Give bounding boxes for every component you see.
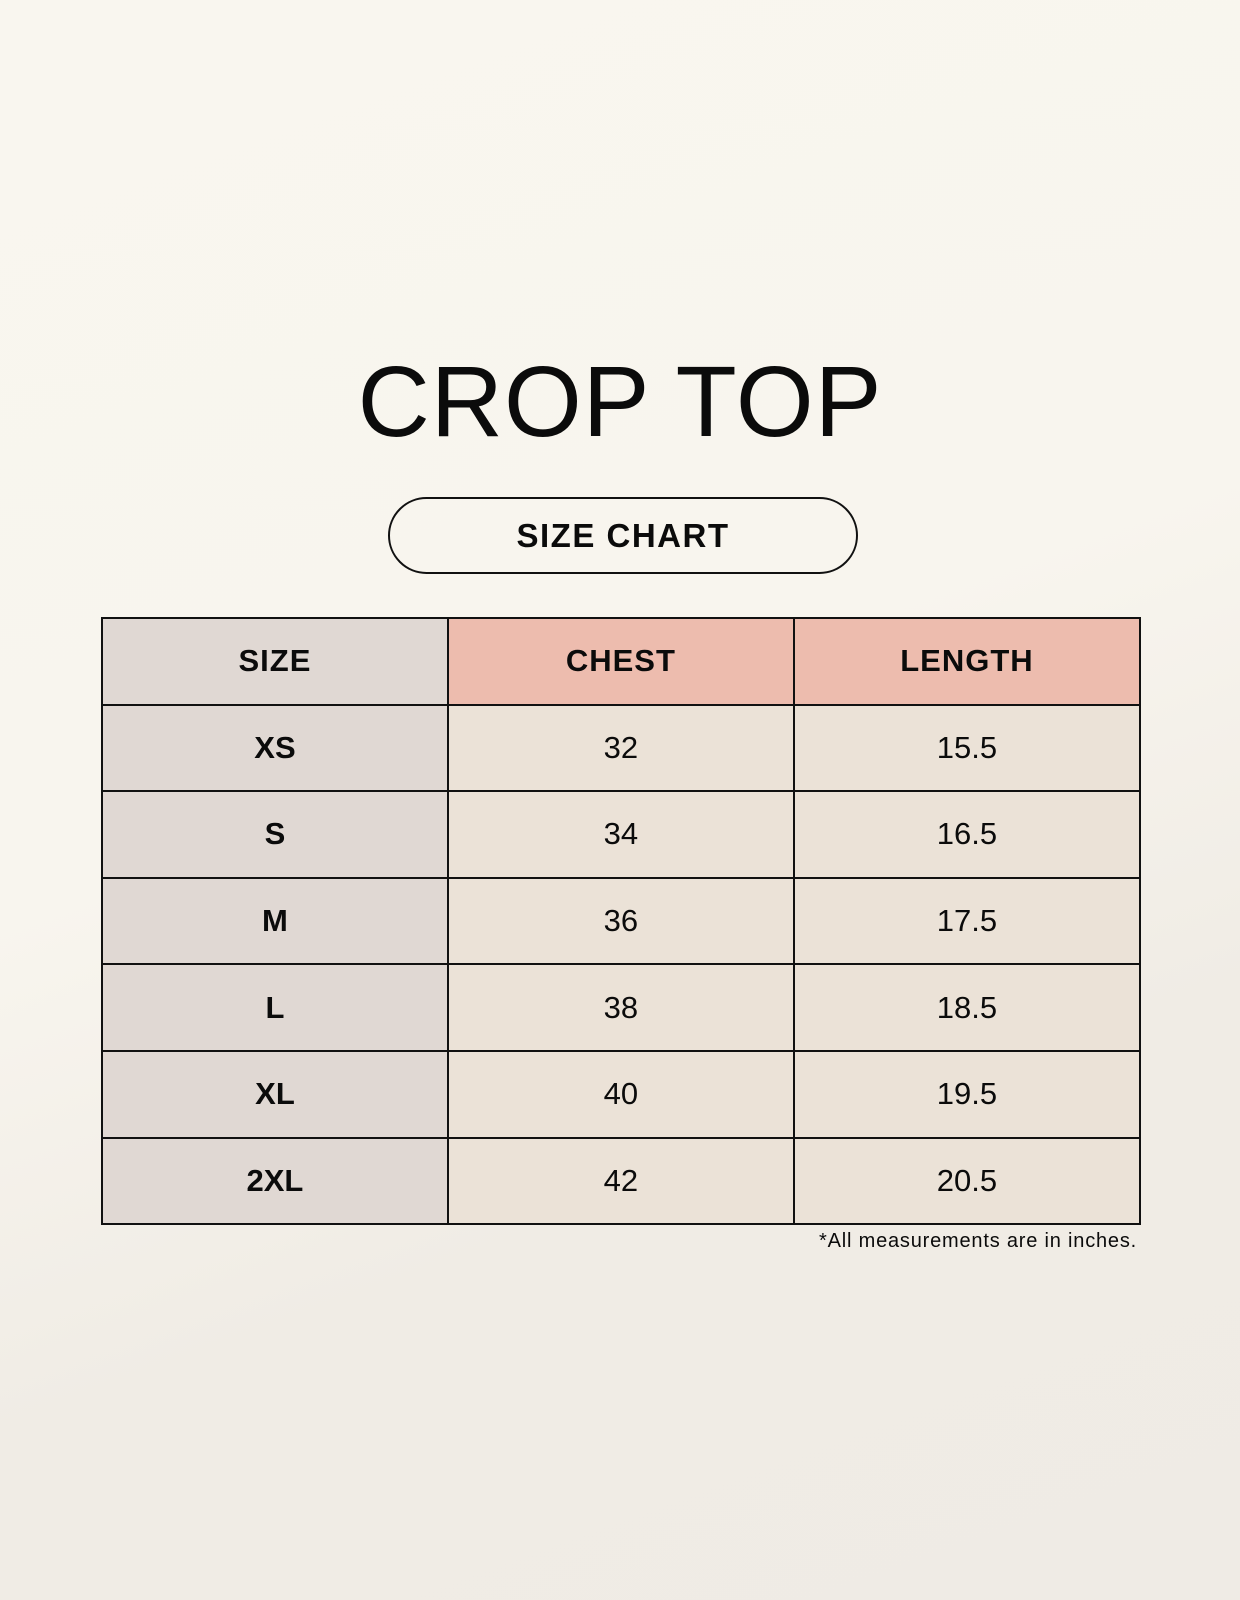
table-row: S 34 16.5 xyxy=(101,790,1142,879)
header-chest: CHEST xyxy=(446,617,795,706)
cell-length: 20.5 xyxy=(792,1136,1142,1226)
cell-chest: 36 xyxy=(446,876,795,966)
cell-size: L xyxy=(101,963,449,1052)
cell-length: 15.5 xyxy=(792,703,1142,793)
size-table: SIZE CHEST LENGTH XS 32 15.5 S 34 16.5 M 36 17.5… xyxy=(101,617,1142,1226)
cell-length: 16.5 xyxy=(792,790,1142,879)
cell-chest: 42 xyxy=(446,1136,795,1226)
cell-chest: 38 xyxy=(446,963,795,1052)
table-row: XL 40 19.5 xyxy=(101,1049,1142,1139)
table-row: L 38 18.5 xyxy=(101,963,1142,1052)
cell-size: 2XL xyxy=(101,1136,449,1226)
header-size: SIZE xyxy=(101,617,449,706)
table-row: 2XL 42 20.5 xyxy=(101,1136,1142,1226)
table-header-row: SIZE CHEST LENGTH xyxy=(101,617,1142,706)
table-row: M 36 17.5 xyxy=(101,876,1142,966)
header-length: LENGTH xyxy=(792,617,1142,706)
cell-size: S xyxy=(101,790,449,879)
cell-chest: 40 xyxy=(446,1049,795,1139)
cell-length: 18.5 xyxy=(792,963,1142,1052)
size-chart-label: SIZE CHART xyxy=(388,497,858,574)
cell-length: 19.5 xyxy=(792,1049,1142,1139)
cell-size: XL xyxy=(101,1049,449,1139)
cell-chest: 34 xyxy=(446,790,795,879)
table-row: XS 32 15.5 xyxy=(101,703,1142,793)
cell-size: XS xyxy=(101,703,449,793)
cell-size: M xyxy=(101,876,449,966)
cell-chest: 32 xyxy=(446,703,795,793)
page-title: CROP TOP xyxy=(357,346,883,458)
footnote: *All measurements are in inches. xyxy=(819,1230,1137,1252)
cell-length: 17.5 xyxy=(792,876,1142,966)
